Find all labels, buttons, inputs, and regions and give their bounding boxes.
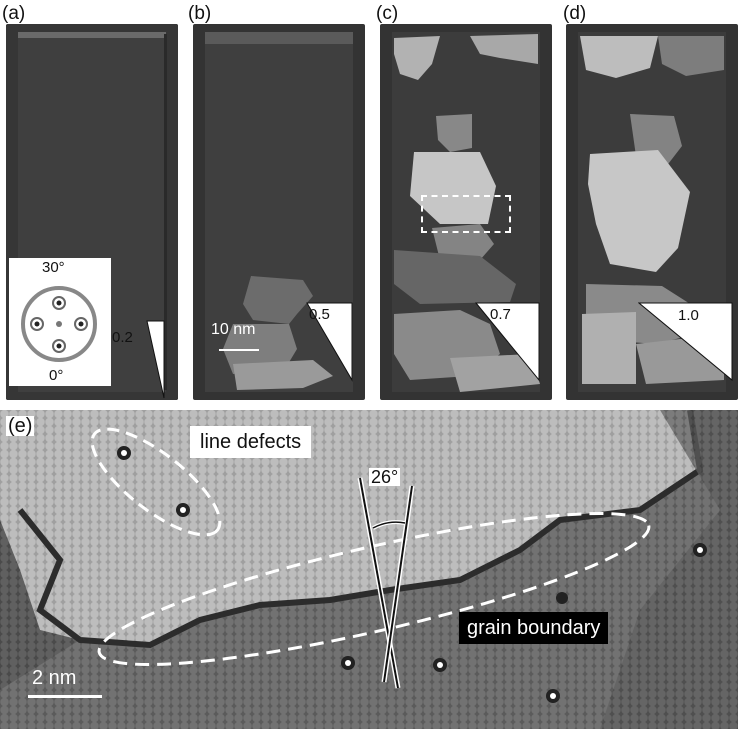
inset-bottom-label: 0° <box>49 367 64 384</box>
coverage-value-d: 1.0 <box>678 307 699 324</box>
panel-a-image: 30° 0° 0.2 <box>6 24 178 400</box>
selection-box <box>421 195 511 233</box>
scale-bar-10nm-label: 10 nm <box>211 321 256 338</box>
scale-bar-2nm-label: 2 nm <box>32 667 77 689</box>
angle-label: 26° <box>369 467 401 487</box>
inset-top-label: 30° <box>42 259 65 276</box>
scale-bar-10nm-line <box>219 349 259 351</box>
panel-label-e: (e) <box>6 415 35 437</box>
panel-d-image: 1.0 <box>566 24 738 400</box>
coverage-triangle-d <box>638 302 733 382</box>
panel-e-graphic <box>0 410 738 729</box>
orientation-wheel-graphic <box>21 286 97 362</box>
coverage-value-a: 0.2 <box>112 329 133 346</box>
coverage-triangle-c <box>475 302 540 382</box>
panel-e-image: (e) line defects grain boundary 26° 2 nm <box>0 410 738 729</box>
coverage-value-c: 0.7 <box>490 306 511 323</box>
panel-label-a: (a) <box>2 3 26 24</box>
coverage-triangle-a <box>146 320 165 399</box>
panel-c-image: 0.7 <box>380 24 552 400</box>
panel-label-b: (b) <box>188 3 212 24</box>
line-defects-label: line defects <box>190 426 312 458</box>
grain-boundary-label: grain boundary <box>459 612 609 644</box>
panel-b-image: 0.5 10 nm <box>193 24 365 400</box>
panel-label-d: (d) <box>563 3 587 24</box>
coverage-triangle-b <box>306 302 353 382</box>
panel-label-c: (c) <box>376 3 399 24</box>
orientation-inset: 30° 0° <box>9 258 111 386</box>
coverage-value-b: 0.5 <box>309 306 330 323</box>
